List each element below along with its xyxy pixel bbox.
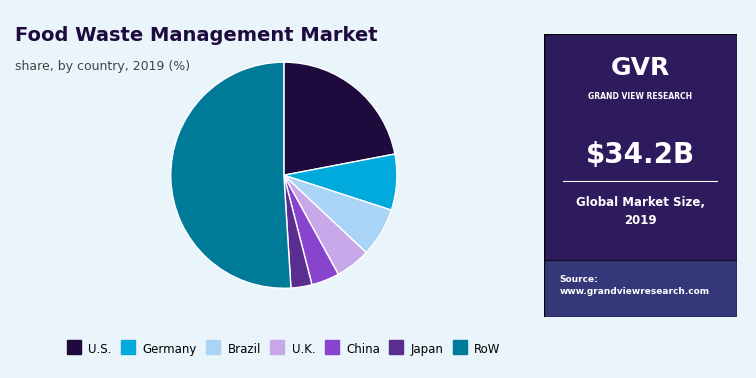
Wedge shape	[171, 62, 291, 288]
Text: Global Market Size,
2019: Global Market Size, 2019	[576, 197, 705, 228]
Wedge shape	[284, 154, 397, 210]
FancyBboxPatch shape	[544, 34, 736, 316]
FancyBboxPatch shape	[544, 260, 736, 316]
Wedge shape	[284, 175, 366, 274]
Wedge shape	[284, 175, 338, 285]
Text: share, by country, 2019 (%): share, by country, 2019 (%)	[15, 60, 191, 73]
Wedge shape	[284, 175, 312, 288]
Text: Source:
www.grandviewresearch.com: Source: www.grandviewresearch.com	[559, 275, 709, 296]
Wedge shape	[284, 62, 395, 175]
Text: $34.2B: $34.2B	[586, 141, 695, 169]
Legend: U.S., Germany, Brazil, U.K., China, Japan, RoW: U.S., Germany, Brazil, U.K., China, Japa…	[61, 337, 507, 361]
Text: GRAND VIEW RESEARCH: GRAND VIEW RESEARCH	[588, 91, 692, 101]
Text: GVR: GVR	[611, 56, 670, 80]
Text: Food Waste Management Market: Food Waste Management Market	[15, 26, 378, 45]
Wedge shape	[284, 175, 392, 253]
